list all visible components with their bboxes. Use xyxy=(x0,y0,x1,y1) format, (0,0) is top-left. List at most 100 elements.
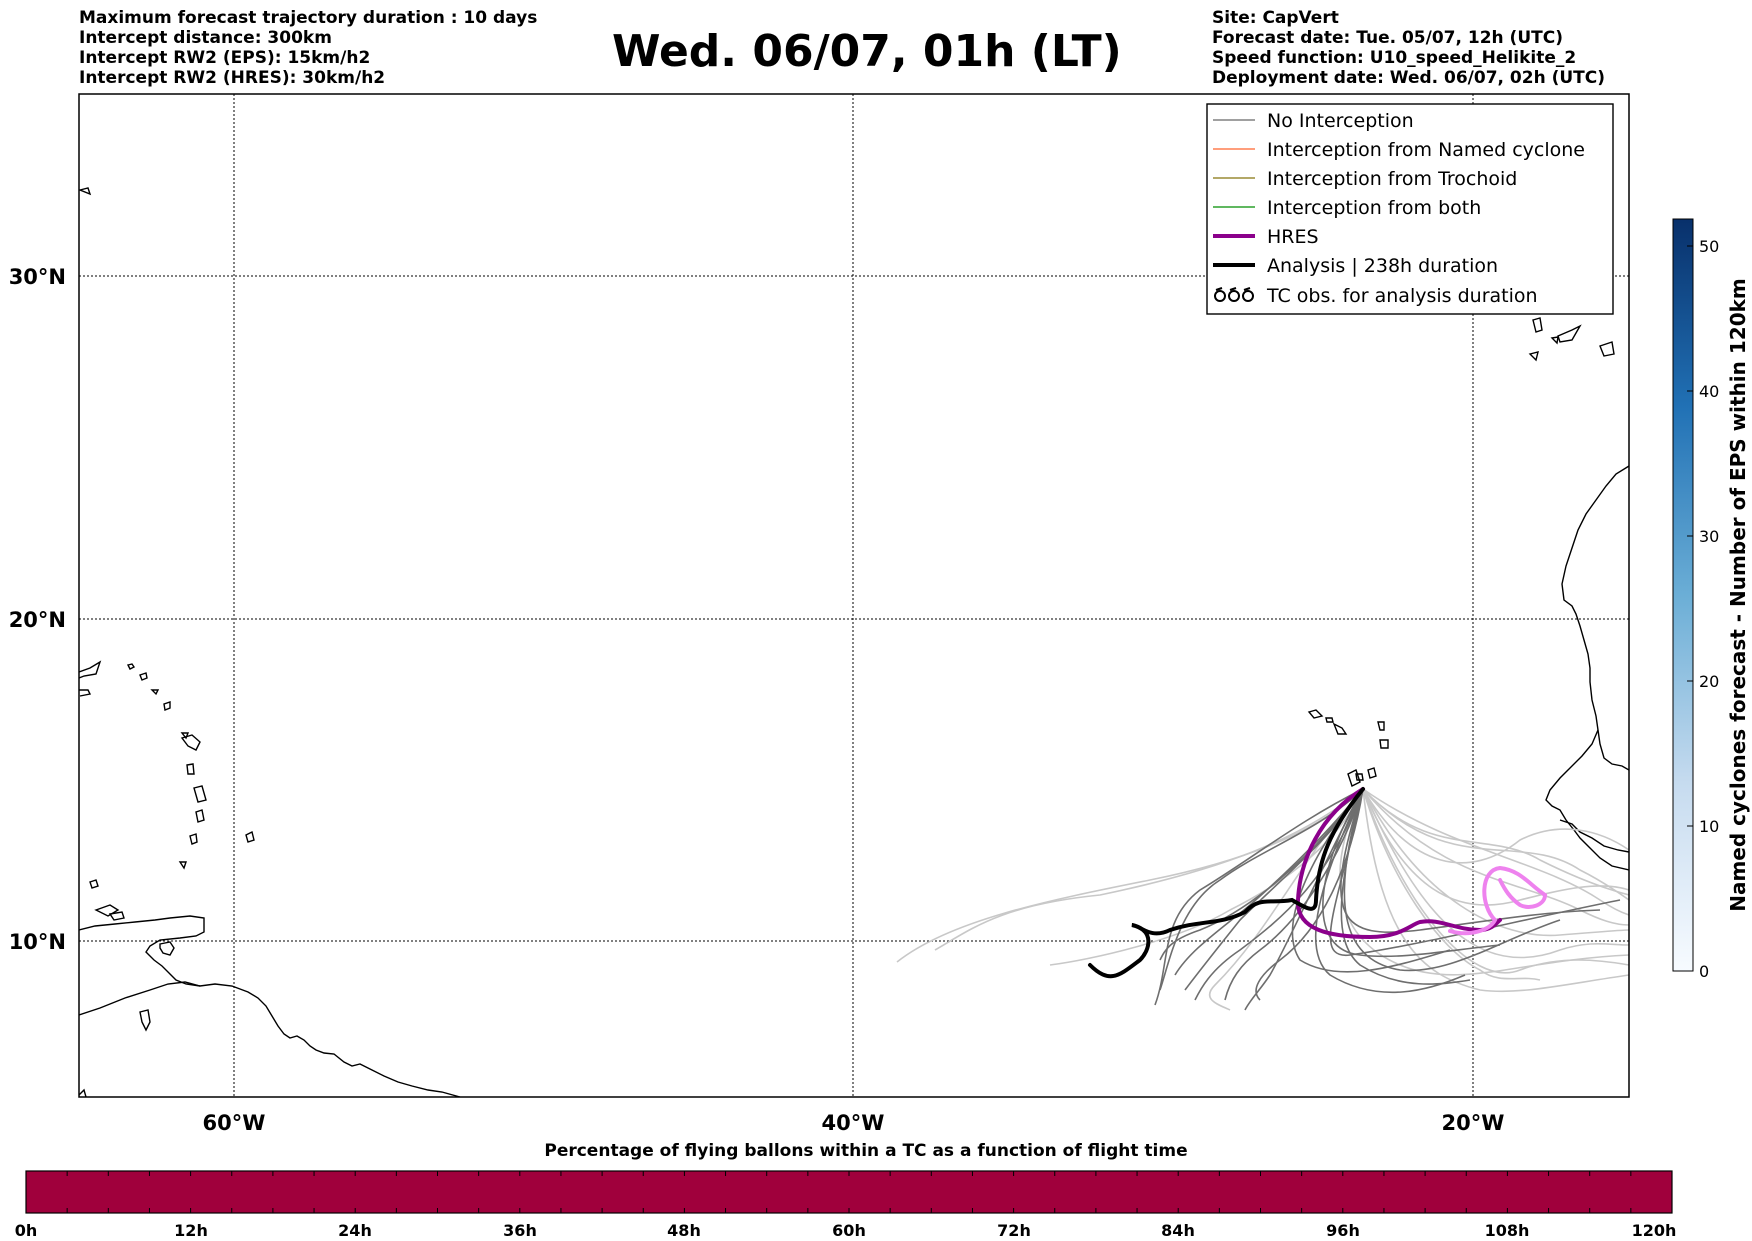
colorbar-gradient xyxy=(1672,218,1694,972)
legend-label-tc-obs: TC obs. for analysis duration xyxy=(1266,285,1538,307)
legend-box xyxy=(1206,103,1614,315)
lat-tick-20n: 20°N xyxy=(9,608,66,632)
colorbar-tick: 30 xyxy=(1699,527,1719,546)
curacao-coast xyxy=(94,904,120,917)
bottom-colorbar-tick: 84h xyxy=(1161,1221,1195,1240)
deployment-date-text: Deployment date: Wed. 06/07, 02h (UTC) xyxy=(1212,68,1606,88)
bottom-colorbar-tick: 96h xyxy=(1326,1221,1360,1240)
bottom-colorbar-tick: 12h xyxy=(174,1221,208,1240)
colorbar-tick: 20 xyxy=(1699,672,1719,691)
bottom-colorbar-bar xyxy=(25,1170,1673,1214)
fogo-coast xyxy=(1367,767,1377,779)
trajectory-light xyxy=(1362,788,1629,959)
bottom-colorbar-ticks xyxy=(66,1171,1632,1213)
islet-a xyxy=(89,879,99,889)
trajectory-dark xyxy=(1255,788,1364,1001)
header-right-info: Site: CapVert Forecast date: Tue. 05/07,… xyxy=(1212,8,1605,88)
south-america-coast xyxy=(79,981,461,1097)
lat-tick-10n: 10°N xyxy=(9,930,66,954)
boa-vista-coast xyxy=(1379,739,1389,749)
bottom-colorbar-tick: 60h xyxy=(832,1221,866,1240)
st-lucia-coast xyxy=(195,809,205,823)
bottom-colorbar-tick: 0h xyxy=(15,1221,38,1240)
map-legend: No Interception Interception from Named … xyxy=(1206,103,1614,315)
trajectory-light xyxy=(1362,788,1629,916)
max-duration-text: Maximum forecast trajectory duration : 1… xyxy=(79,8,538,28)
trajectory-light xyxy=(1362,788,1629,864)
island-4 xyxy=(163,701,171,711)
sao-vicente-coast xyxy=(1325,717,1334,723)
trajectory-light xyxy=(1362,788,1629,901)
st-vincent-coast xyxy=(189,833,198,845)
bermuda-coast xyxy=(79,187,92,196)
island-2 xyxy=(139,672,148,681)
africa-west-coast xyxy=(1561,465,1629,771)
lon-tick-40w: 40°W xyxy=(822,1111,885,1135)
intercept-eps-text: Intercept RW2 (EPS): 15km/h2 xyxy=(79,48,371,68)
trajectory-dark xyxy=(1291,788,1451,973)
trajectory-light xyxy=(1362,788,1629,974)
virgin-islands xyxy=(79,689,92,697)
map-frame xyxy=(78,93,1630,1098)
la-gomera-coast xyxy=(1550,336,1559,345)
gran-canaria-coast xyxy=(1599,341,1615,357)
guinea-islands xyxy=(1559,819,1629,853)
graticule xyxy=(79,94,1629,1097)
trajectory-dark xyxy=(1154,788,1364,1006)
africa-bulge-coast xyxy=(1545,729,1629,871)
trajectory-light xyxy=(1362,788,1541,981)
trajectory-dark xyxy=(1184,788,1364,991)
bottom-colorbar-tick: 48h xyxy=(667,1221,701,1240)
bottom-colorbar-tick-labels: 0h 12h 24h 36h 48h 60h 72h 84h 96h 108h … xyxy=(15,1221,1677,1240)
trajectory-dark xyxy=(1314,788,1466,994)
trinidad-coast xyxy=(159,941,175,956)
trajectory-dark xyxy=(1159,788,1364,991)
trajectory-dark xyxy=(1194,788,1364,1001)
island-3 xyxy=(150,689,160,696)
south-america-coast-corner xyxy=(79,1088,87,1097)
venezuela-coast xyxy=(79,915,205,987)
legend-label-trochoid: Interception from Trochoid xyxy=(1267,168,1517,190)
colorbar-tick: 40 xyxy=(1699,382,1719,401)
el-hierro-coast xyxy=(1528,351,1539,362)
sal-coast xyxy=(1377,721,1385,731)
puerto-rico-coast xyxy=(79,660,102,679)
bottom-colorbar-tick: 120h xyxy=(1632,1221,1677,1240)
legend-label-analysis: Analysis | 238h duration xyxy=(1267,255,1498,277)
colorbar-tick: 0 xyxy=(1699,962,1709,981)
trajectory-light xyxy=(934,788,1364,951)
analysis-trajectory xyxy=(1088,787,1365,979)
speed-function-text: Speed function: U10_speed_Helikite_2 xyxy=(1212,48,1577,68)
legend-label-hres: HRES xyxy=(1267,226,1319,248)
legend-label-named-cyclone: Interception from Named cyclone xyxy=(1267,139,1585,161)
site-text: Site: CapVert xyxy=(1212,8,1339,28)
coastlines xyxy=(79,187,1629,1097)
colorbar-label: Named cyclones forecast - Number of EPS … xyxy=(1726,278,1750,912)
colorbar-tick: 50 xyxy=(1699,237,1719,256)
santiago-coast xyxy=(1347,769,1361,787)
legend-label-no-interception: No Interception xyxy=(1267,110,1414,132)
trajectory-dark xyxy=(1224,788,1364,1001)
island-5 xyxy=(180,732,190,740)
bottom-colorbar-tick: 108h xyxy=(1485,1221,1530,1240)
named-cyclones-colorbar: 0 10 20 30 40 50 Named cyclones forecast… xyxy=(1672,218,1750,981)
bottom-colorbar-tick: 72h xyxy=(997,1221,1031,1240)
hres-extension-trajectory xyxy=(1448,865,1548,936)
dominica-coast xyxy=(186,763,195,775)
trajectory-dark xyxy=(1340,788,1601,933)
aruba-coast xyxy=(108,911,125,921)
tenerife-coast xyxy=(1557,324,1582,343)
bottom-colorbar-tick: 24h xyxy=(338,1221,372,1240)
header-left-info: Maximum forecast trajectory duration : 1… xyxy=(79,8,537,88)
bottom-colorbar-title: Percentage of flying ballons within a TC… xyxy=(544,1141,1187,1161)
forecast-date-text: Forecast date: Tue. 05/07, 12h (UTC) xyxy=(1212,28,1563,48)
guadeloupe-coast xyxy=(180,734,201,751)
island-1 xyxy=(126,663,136,670)
intercept-hres-text: Intercept RW2 (HRES): 30km/h2 xyxy=(79,68,386,88)
page-title: Wed. 06/07, 01h (LT) xyxy=(612,26,1122,77)
eps-trajectories-dark xyxy=(1154,788,1621,1011)
trajectory-dark xyxy=(1244,788,1364,1011)
intercept-distance-text: Intercept distance: 300km xyxy=(79,28,332,48)
tc-obs-icon xyxy=(1214,287,1254,302)
